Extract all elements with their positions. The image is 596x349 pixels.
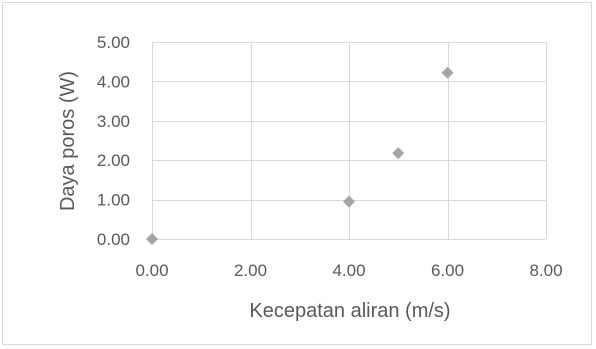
chart-area <box>2 2 592 345</box>
gridlines <box>152 42 547 240</box>
x-tick-label: 2.00 <box>234 261 267 280</box>
y-tick-label: 0.00 <box>97 230 130 249</box>
y-tick-label: 5.00 <box>97 33 130 52</box>
y-tick-label: 4.00 <box>97 72 130 91</box>
x-tick-label: 6.00 <box>431 261 464 280</box>
y-axis-ticks: 0.00 1.00 2.00 3.00 4.00 5.00 <box>97 33 130 249</box>
y-axis-title: Daya poros (W) <box>57 71 79 211</box>
x-tick-label: 4.00 <box>332 261 365 280</box>
data-point <box>343 195 355 208</box>
y-tick-label: 2.00 <box>97 151 130 170</box>
data-point <box>392 147 405 160</box>
y-tick-label: 3.00 <box>97 112 130 131</box>
y-tick-label: 1.00 <box>97 191 130 210</box>
data-point <box>441 66 454 79</box>
x-tick-label: 0.00 <box>135 261 168 280</box>
x-axis-ticks: 0.00 2.00 4.00 6.00 8.00 <box>135 261 562 280</box>
data-points <box>146 66 454 245</box>
x-axis-title: Kecepatan aliran (m/s) <box>249 300 450 322</box>
x-tick-label: 8.00 <box>529 261 562 280</box>
data-point <box>146 233 158 245</box>
